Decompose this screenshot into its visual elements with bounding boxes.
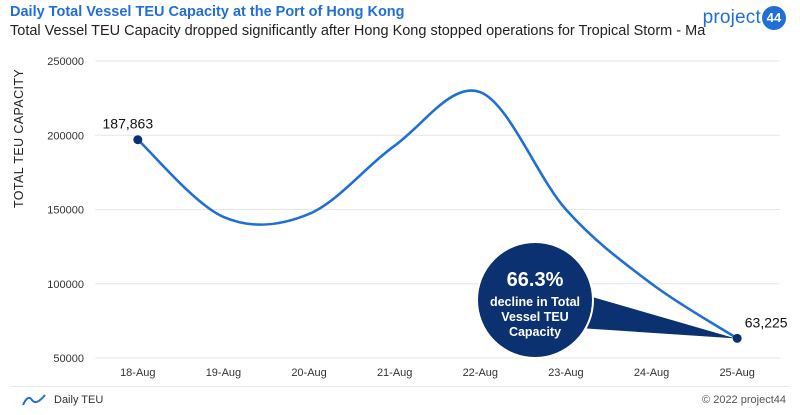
- legend-line-icon: [22, 394, 46, 406]
- y-axis-ticks: 50000 100000 150000 200000 250000: [47, 56, 84, 365]
- y-tick-label: 50000: [53, 353, 84, 365]
- data-label: 187,863: [103, 116, 154, 132]
- data-marker: [732, 333, 742, 343]
- y-tick-label: 200000: [47, 130, 84, 142]
- x-tick-label: 19-Aug: [206, 367, 241, 379]
- x-tick-label: 25-Aug: [719, 367, 754, 379]
- callout-text-line: Vessel TEU: [501, 310, 568, 324]
- footer-divider: [10, 386, 790, 387]
- logo-badge: 44: [762, 6, 786, 30]
- line-chart: 50000 100000 150000 200000 250000 18-Aug 19-A…: [47, 56, 788, 379]
- gridlines: [95, 60, 780, 359]
- x-tick-label: 18-Aug: [120, 367, 155, 379]
- x-tick-label: 20-Aug: [291, 367, 326, 379]
- callout-text-line: Capacity: [509, 325, 561, 339]
- chart-subtitle: Total Vessel TEU Capacity dropped signif…: [10, 23, 706, 39]
- series-line-daily-teu: [136, 89, 739, 340]
- y-tick-label: 250000: [47, 56, 84, 68]
- copyright: © 2022 project44: [702, 394, 786, 406]
- callout-text-line: decline in Total: [490, 295, 580, 309]
- y-tick-label: 150000: [47, 205, 84, 217]
- x-tick-label: 23-Aug: [548, 367, 583, 379]
- x-axis-ticks: 18-Aug 19-Aug 20-Aug 21-Aug 22-Aug 23-Aug 24-A…: [120, 367, 755, 379]
- chart-title: Daily Total Vessel TEU Capacity at the P…: [10, 4, 405, 20]
- data-label: 63,225: [745, 314, 788, 330]
- legend: Daily TEU: [22, 393, 103, 407]
- x-tick-label: 24-Aug: [634, 367, 669, 379]
- project44-logo: project 44: [703, 6, 786, 30]
- callout-pointer: [575, 292, 736, 339]
- legend-label: Daily TEU: [54, 394, 104, 406]
- data-annotations: 187,863 63,225: [103, 116, 788, 331]
- logo-text: project: [702, 7, 761, 28]
- y-tick-label: 100000: [47, 279, 84, 291]
- callout-percent: 66.3%: [507, 269, 564, 291]
- x-tick-label: 22-Aug: [463, 367, 498, 379]
- callout-circle: [476, 241, 594, 359]
- data-marker: [133, 135, 143, 145]
- x-tick-label: 21-Aug: [377, 367, 412, 379]
- data-markers: [133, 135, 742, 343]
